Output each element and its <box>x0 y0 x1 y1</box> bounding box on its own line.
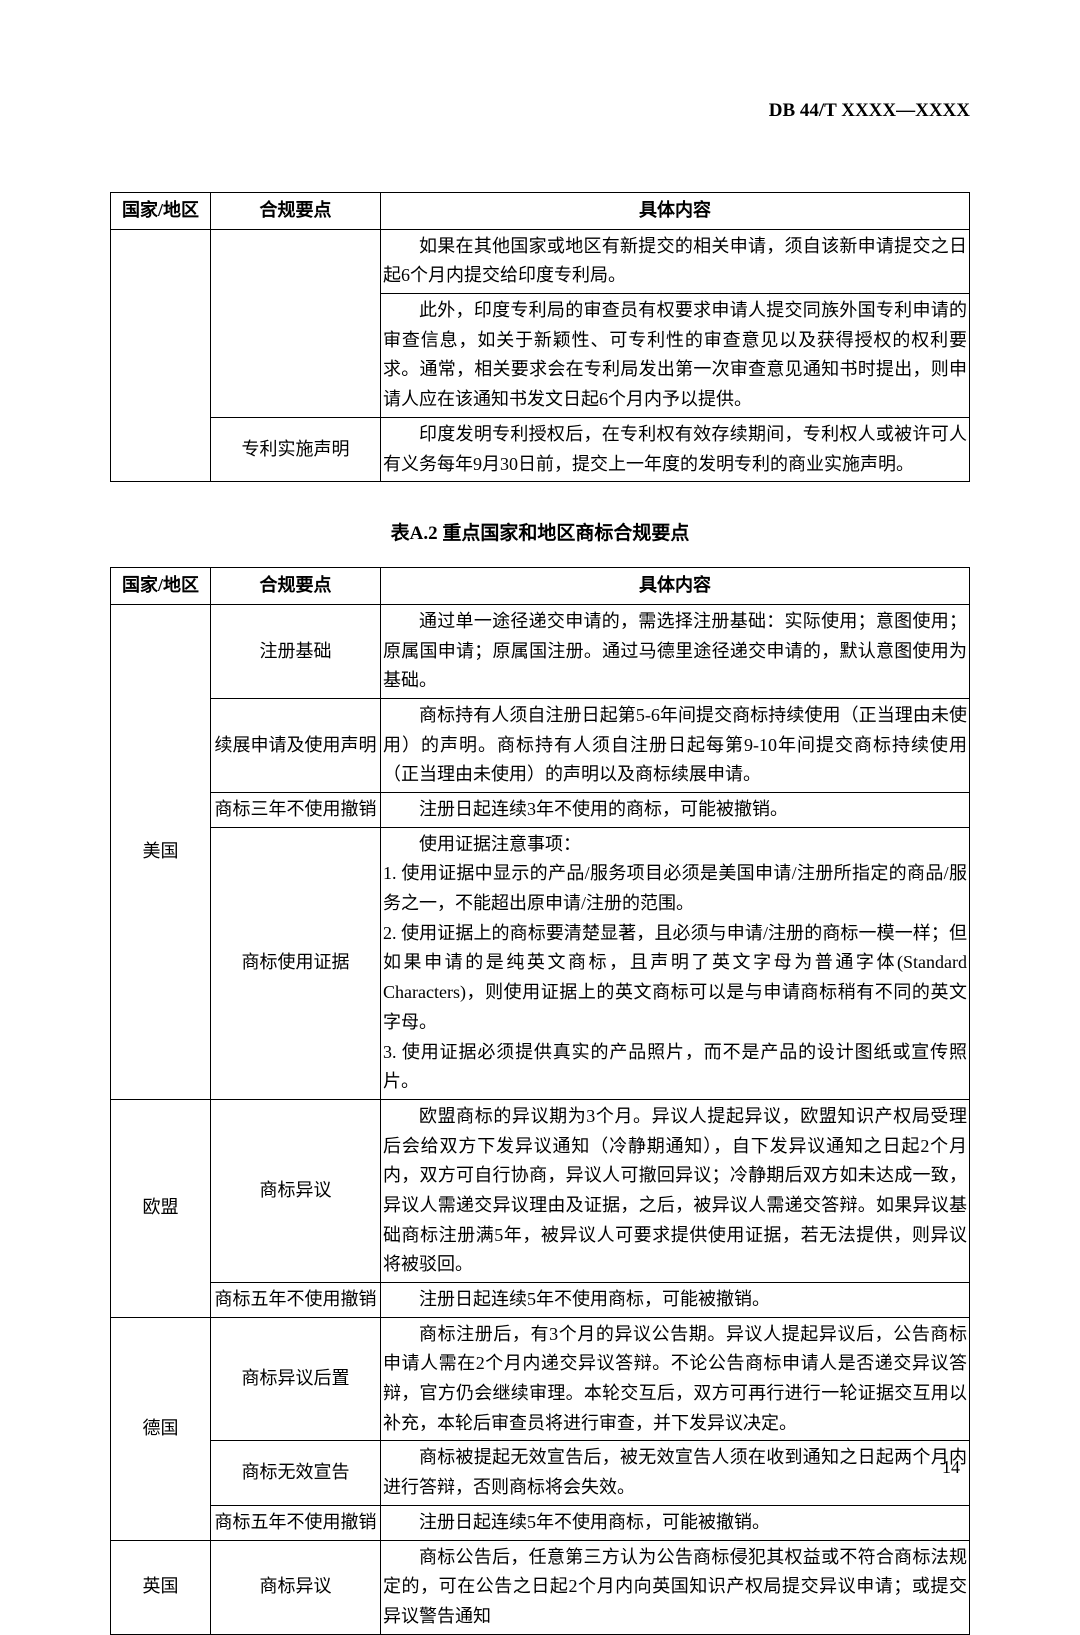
table-row: 商标五年不使用撤销注册日起连续5年不使用商标，可能被撤销。 <box>111 1283 970 1318</box>
page-number: 14 <box>942 1457 960 1478</box>
table1-point-cell <box>211 229 381 417</box>
table2-content-cell: 使用证据注意事项：1. 使用证据中显示的产品/服务项目必须是美国申请/注册所指定… <box>381 827 970 1099</box>
table1-point-cell: 专利实施声明 <box>211 417 381 481</box>
table-row: 续展申请及使用声明商标持有人须自注册日起第5-6年间提交商标持续使用（正当理由未… <box>111 698 970 792</box>
table2-point-cell: 商标异议 <box>211 1099 381 1282</box>
table2-content-cell: 商标被提起无效宣告后，被无效宣告人须在收到通知之日起两个月内进行答辩，否则商标将… <box>381 1441 970 1505</box>
table-row: 如果在其他国家或地区有新提交的相关申请，须自该新申请提交之日起6个月内提交给印度… <box>111 229 970 293</box>
table2-point-cell: 商标三年不使用撤销 <box>211 793 381 828</box>
table-row: 英国商标异议商标公告后，任意第三方认为公告商标侵犯其权益或不符合商标法规定的，可… <box>111 1540 970 1634</box>
table-row: 商标无效宣告商标被提起无效宣告后，被无效宣告人须在收到通知之日起两个月内进行答辩… <box>111 1441 970 1505</box>
table2-point-cell: 商标五年不使用撤销 <box>211 1505 381 1540</box>
table-1: 国家/地区 合规要点 具体内容 如果在其他国家或地区有新提交的相关申请，须自该新… <box>110 192 970 482</box>
table2-title: 表A.2 重点国家和地区商标合规要点 <box>110 518 970 545</box>
table2-header-point: 合规要点 <box>211 568 381 605</box>
table-row: 美国注册基础通过单一途径递交申请的，需选择注册基础：实际使用；意图使用；原属国申… <box>111 604 970 698</box>
table1-header-country: 国家/地区 <box>111 193 211 230</box>
table2-header-content: 具体内容 <box>381 568 970 605</box>
table-row: 商标使用证据使用证据注意事项：1. 使用证据中显示的产品/服务项目必须是美国申请… <box>111 827 970 1099</box>
table-2: 国家/地区 合规要点 具体内容 美国注册基础通过单一途径递交申请的，需选择注册基… <box>110 567 970 1634</box>
table-row: 欧盟商标异议欧盟商标的异议期为3个月。异议人提起异议，欧盟知识产权局受理后会给双… <box>111 1099 970 1282</box>
table2-content-cell: 商标持有人须自注册日起第5-6年间提交商标持续使用（正当理由未使用）的声明。商标… <box>381 698 970 792</box>
table2-point-cell: 商标五年不使用撤销 <box>211 1283 381 1318</box>
table1-header-point: 合规要点 <box>211 193 381 230</box>
table2-country-cell: 美国 <box>111 604 211 1099</box>
table2-point-cell: 商标异议后置 <box>211 1317 381 1441</box>
table-row: 商标三年不使用撤销注册日起连续3年不使用的商标，可能被撤销。 <box>111 793 970 828</box>
table1-content-cell: 印度发明专利授权后，在专利权有效存续期间，专利权人或被许可人有义务每年9月30日… <box>381 417 970 481</box>
table-row: 专利实施声明 印度发明专利授权后，在专利权有效存续期间，专利权人或被许可人有义务… <box>111 417 970 481</box>
table2-country-cell: 德国 <box>111 1317 211 1540</box>
table2-point-cell: 商标无效宣告 <box>211 1441 381 1505</box>
table2-content-cell: 通过单一途径递交申请的，需选择注册基础：实际使用；意图使用；原属国申请；原属国注… <box>381 604 970 698</box>
table1-content-cell: 此外，印度专利局的审查员有权要求申请人提交同族外国专利申请的审查信息，如关于新颖… <box>381 294 970 418</box>
table2-content-cell: 注册日起连续3年不使用的商标，可能被撤销。 <box>381 793 970 828</box>
document-header: DB 44/T XXXX—XXXX <box>110 100 970 122</box>
table2-content-cell: 注册日起连续5年不使用商标，可能被撤销。 <box>381 1283 970 1318</box>
table2-content-cell: 商标注册后，有3个月的异议公告期。异议人提起异议后，公告商标申请人需在2个月内递… <box>381 1317 970 1441</box>
table2-point-cell: 续展申请及使用声明 <box>211 698 381 792</box>
table-row: 商标五年不使用撤销注册日起连续5年不使用商标，可能被撤销。 <box>111 1505 970 1540</box>
table1-country-cell <box>111 229 211 482</box>
table2-point-cell: 商标使用证据 <box>211 827 381 1099</box>
table1-content-cell: 如果在其他国家或地区有新提交的相关申请，须自该新申请提交之日起6个月内提交给印度… <box>381 229 970 293</box>
table2-header-country: 国家/地区 <box>111 568 211 605</box>
table2-content-cell: 注册日起连续5年不使用商标，可能被撤销。 <box>381 1505 970 1540</box>
table2-content-cell: 欧盟商标的异议期为3个月。异议人提起异议，欧盟知识产权局受理后会给双方下发异议通… <box>381 1099 970 1282</box>
table-row: 德国商标异议后置商标注册后，有3个月的异议公告期。异议人提起异议后，公告商标申请… <box>111 1317 970 1441</box>
table1-header-content: 具体内容 <box>381 193 970 230</box>
table2-point-cell: 商标异议 <box>211 1540 381 1634</box>
table2-country-cell: 英国 <box>111 1540 211 1634</box>
table2-content-cell: 商标公告后，任意第三方认为公告商标侵犯其权益或不符合商标法规定的，可在公告之日起… <box>381 1540 970 1634</box>
table2-point-cell: 注册基础 <box>211 604 381 698</box>
table2-country-cell: 欧盟 <box>111 1099 211 1317</box>
